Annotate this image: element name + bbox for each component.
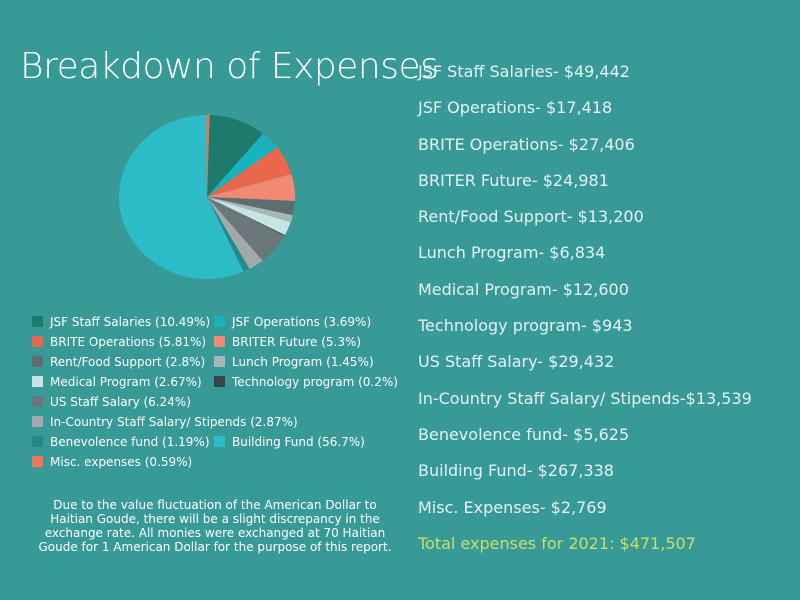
legend-swatch (32, 456, 43, 467)
expense-line: Misc. Expenses- $2,769 (418, 497, 607, 517)
legend-label: Technology program (0.2%) (232, 374, 398, 389)
legend-swatch (32, 336, 43, 347)
legend-item: BRITE Operations (5.81%) (32, 332, 222, 351)
legend-item: JSF Operations (3.69%) (214, 312, 412, 331)
pie-slice-6 (207, 197, 291, 236)
pie-slice-9 (207, 197, 263, 269)
pie-slice-2 (207, 147, 292, 197)
legend-swatch (214, 356, 225, 367)
pie-slice-1 (207, 133, 278, 197)
expense-line: Building Fund- $267,338 (418, 461, 614, 481)
legend-label: Benevolence fund (1.19%) (50, 434, 210, 449)
legend-label: JSF Operations (3.69%) (232, 314, 372, 329)
legend-label: Building Fund (56.7%) (232, 434, 365, 449)
pie-slice-11 (118, 115, 244, 280)
total-expenses: Total expenses for 2021: $471,507 (418, 533, 696, 553)
legend-swatch (32, 396, 43, 407)
legend-label: Medical Program (2.67%) (50, 374, 202, 389)
exchange-rate-note: Due to the value fluctuation of the Amer… (38, 498, 392, 554)
legend-item: BRITER Future (5.3%) (214, 332, 412, 351)
pie-chart (118, 115, 295, 280)
pie-slice-0 (207, 115, 263, 197)
pie-slice-12 (206, 115, 210, 197)
expense-line: Benevolence fund- $5,625 (418, 424, 630, 444)
expense-line: In-Country Staff Salary/ Stipends-$13,53… (418, 388, 752, 408)
legend-item: Misc. expenses (0.59%) (32, 452, 222, 471)
legend-label: In-Country Staff Salary/ Stipends (2.87%… (50, 414, 298, 429)
legend-swatch (32, 356, 43, 367)
legend-label: Misc. expenses (0.59%) (50, 454, 193, 469)
legend-label: Rent/Food Support (2.8%) (50, 354, 206, 369)
expense-line: BRITE Operations- $27,406 (418, 134, 635, 154)
expense-line: BRITER Future- $24,981 (418, 170, 609, 190)
legend-swatch (214, 436, 225, 447)
pie-slice-5 (207, 197, 293, 223)
expense-line: Medical Program- $12,600 (418, 279, 629, 299)
legend-swatch (32, 316, 43, 327)
legend-label: BRITER Future (5.3%) (232, 334, 362, 349)
expense-line: Rent/Food Support- $13,200 (418, 207, 644, 227)
pie-slice-7 (207, 197, 285, 236)
legend-label: Lunch Program (1.45%) (232, 354, 374, 369)
expense-line: JSF Operations- $17,418 (418, 98, 613, 118)
expense-line: Technology program- $943 (418, 316, 633, 336)
legend-swatch (32, 416, 43, 427)
legend-item: Lunch Program (1.45%) (214, 352, 412, 371)
pie-slice-10 (207, 197, 250, 272)
legend-item: Building Fund (56.7%) (214, 432, 412, 451)
legend-swatch (214, 316, 225, 327)
legend-item: Technology program (0.2%) (214, 372, 412, 391)
expense-line: Lunch Program- $6,834 (418, 243, 606, 263)
pie-slice-4 (207, 197, 295, 216)
pie-slice-3 (207, 173, 295, 201)
chart-title: Breakdown of Expenses (20, 46, 439, 87)
legend-item: Rent/Food Support (2.8%) (32, 352, 222, 371)
legend-swatch (214, 376, 225, 387)
legend-swatch (32, 376, 43, 387)
chart-legend: JSF Staff Salaries (10.49%) JSF Operation… (32, 312, 412, 471)
legend-swatch (32, 436, 43, 447)
legend-label: BRITE Operations (5.81%) (50, 334, 207, 349)
legend-label: JSF Staff Salaries (10.49%) (50, 314, 211, 329)
expense-line: JSF Staff Salaries- $49,442 (418, 62, 630, 81)
expense-line: US Staff Salary- $29,432 (418, 352, 615, 372)
legend-item: In-Country Staff Salary/ Stipends (2.87%… (32, 412, 412, 431)
pie-slice-8 (207, 197, 285, 261)
legend-item: JSF Staff Salaries (10.49%) (32, 312, 222, 331)
legend-item: Benevolence fund (1.19%) (32, 432, 222, 451)
legend-item: US Staff Salary (6.24%) (32, 392, 222, 411)
expense-list: JSF Staff Salaries- $49,442 JSF Operation… (418, 60, 798, 568)
legend-swatch (214, 336, 225, 347)
legend-item: Medical Program (2.67%) (32, 372, 222, 391)
legend-label: US Staff Salary (6.24%) (50, 394, 191, 409)
